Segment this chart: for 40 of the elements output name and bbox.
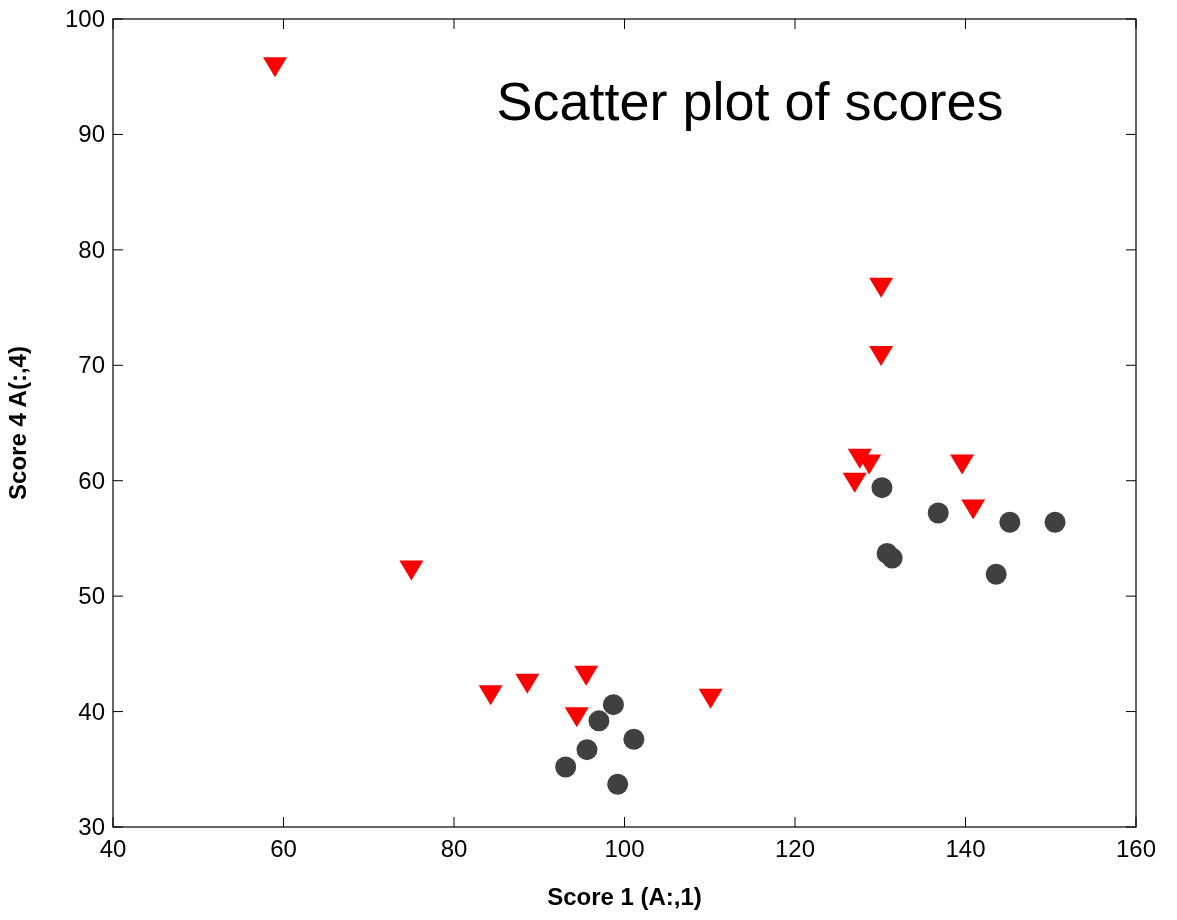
- y-tick-label: 90: [78, 120, 105, 148]
- point: [607, 773, 629, 795]
- point: [262, 57, 287, 78]
- point: [927, 502, 949, 524]
- y-axis-title: Score 4 A(:,4): [4, 346, 31, 500]
- point: [961, 499, 986, 520]
- x-axis-title: Score 1 (A:,1): [547, 883, 702, 910]
- point: [576, 739, 598, 761]
- x-tick-label: 60: [270, 835, 297, 862]
- point: [478, 685, 503, 706]
- point: [871, 477, 893, 499]
- text: Scatter plot of scores: [496, 71, 1004, 131]
- point: [574, 665, 599, 686]
- point: [602, 694, 624, 716]
- point: [698, 688, 723, 709]
- point: [869, 345, 894, 366]
- point: [881, 547, 903, 569]
- x-tick-label: 80: [440, 835, 468, 862]
- y-tick-label: 50: [78, 582, 105, 610]
- point: [999, 511, 1021, 533]
- point: [842, 472, 867, 493]
- point: [515, 673, 540, 694]
- point: [555, 756, 577, 778]
- x-tick-label: 160: [1115, 835, 1157, 862]
- point: [623, 728, 645, 750]
- y-tick-label: 100: [64, 5, 105, 32]
- point: [985, 563, 1007, 585]
- y-tick-label: 80: [78, 235, 105, 263]
- point: [950, 454, 975, 475]
- point: [399, 560, 424, 581]
- x-tick-label: 100: [604, 835, 645, 862]
- x-tick-label: 140: [945, 835, 986, 862]
- point: [869, 277, 894, 298]
- point: [564, 707, 589, 728]
- y-tick-label: 70: [78, 351, 105, 379]
- y-tick-label: 60: [78, 466, 105, 494]
- point: [588, 710, 610, 732]
- x-tick-label: 120: [774, 835, 816, 862]
- y-tick-label: 40: [78, 697, 105, 725]
- point: [1044, 511, 1066, 533]
